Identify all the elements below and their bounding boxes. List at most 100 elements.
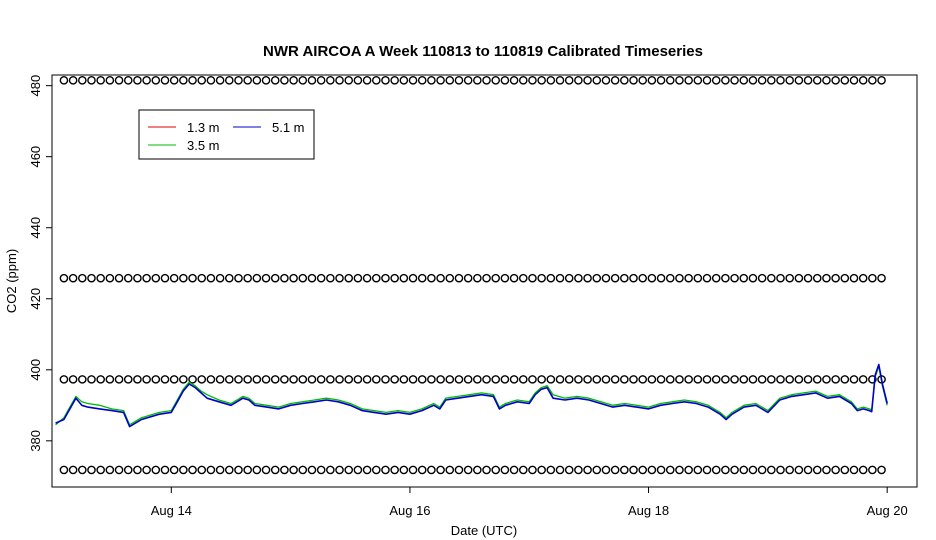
- marker-point: [114, 76, 124, 85]
- marker-point: [133, 273, 142, 283]
- marker-point: [491, 76, 501, 85]
- marker-point: [215, 273, 225, 283]
- marker-point: [840, 465, 850, 475]
- marker-point: [381, 375, 390, 384]
- marker-point: [362, 465, 372, 475]
- legend-label-1-3m: 1.3 m: [187, 120, 220, 135]
- marker-point: [785, 465, 794, 475]
- marker-point: [326, 76, 335, 85]
- marker-point: [224, 76, 234, 85]
- marker-point: [371, 465, 381, 475]
- marker-point: [601, 375, 611, 384]
- marker-point: [105, 273, 115, 283]
- marker-point: [234, 76, 243, 85]
- marker-point: [638, 76, 648, 85]
- marker-point: [739, 375, 749, 384]
- marker-point: [280, 76, 289, 85]
- marker-point: [794, 76, 804, 85]
- marker-point: [656, 273, 666, 283]
- marker-point: [463, 465, 473, 475]
- marker-point: [96, 465, 105, 475]
- marker-point: [335, 375, 344, 384]
- marker-point: [656, 465, 666, 475]
- marker-point: [564, 375, 574, 384]
- marker-point: [785, 76, 794, 85]
- marker-point: [261, 273, 271, 283]
- marker-point: [803, 76, 813, 85]
- marker-point: [188, 375, 197, 384]
- marker-point: [252, 273, 262, 283]
- marker-point: [858, 76, 868, 85]
- marker-point: [270, 273, 280, 283]
- marker-point: [711, 465, 721, 475]
- marker-point: [822, 273, 831, 283]
- marker-point: [482, 273, 491, 283]
- marker-point: [353, 273, 363, 283]
- marker-point: [629, 76, 638, 85]
- marker-point: [620, 465, 629, 475]
- marker-point: [270, 76, 280, 85]
- marker-point: [335, 273, 344, 283]
- marker-point: [849, 465, 859, 475]
- marker-point: [96, 76, 105, 85]
- marker-point: [427, 375, 436, 384]
- marker-point: [454, 375, 464, 384]
- marker-point: [417, 76, 427, 85]
- marker-point: [381, 273, 390, 283]
- marker-point: [739, 465, 749, 475]
- marker-point: [280, 465, 289, 475]
- marker-point: [473, 76, 482, 85]
- marker-point: [78, 465, 87, 475]
- marker-point: [583, 375, 592, 384]
- marker-point: [555, 273, 565, 283]
- marker-point: [785, 375, 794, 384]
- marker-point: [326, 375, 335, 384]
- marker-point: [133, 465, 142, 475]
- y-tick-label: 420: [28, 288, 43, 310]
- marker-point: [390, 76, 399, 85]
- marker-point: [243, 76, 252, 85]
- marker-point: [858, 273, 868, 283]
- marker-point: [711, 375, 721, 384]
- marker-point: [518, 375, 528, 384]
- marker-point: [638, 273, 648, 283]
- marker-point: [767, 273, 776, 283]
- marker-point: [371, 375, 381, 384]
- x-axis: Aug 14 Aug 16 Aug 18 Aug 20: [151, 487, 908, 518]
- marker-point: [316, 76, 326, 85]
- marker-point: [234, 375, 243, 384]
- marker-point: [408, 76, 418, 85]
- marker-point: [629, 273, 638, 283]
- marker-point: [151, 76, 161, 85]
- legend-label-3-5m: 3.5 m: [187, 138, 220, 153]
- marker-point: [509, 76, 519, 85]
- marker-point: [574, 273, 583, 283]
- marker-point: [179, 273, 188, 283]
- marker-point: [252, 76, 262, 85]
- marker-point: [68, 76, 78, 85]
- marker-point: [638, 375, 648, 384]
- marker-point: [638, 465, 648, 475]
- marker-point: [537, 76, 546, 85]
- marker-point: [206, 465, 216, 475]
- y-axis-label: CO2 (ppm): [4, 249, 19, 313]
- marker-point: [160, 465, 170, 475]
- marker-point: [564, 465, 574, 475]
- marker-point: [344, 375, 354, 384]
- marker-point: [197, 76, 207, 85]
- marker-point: [270, 375, 280, 384]
- marker-point: [620, 76, 629, 85]
- marker-point: [656, 375, 666, 384]
- marker-point: [399, 375, 409, 384]
- marker-point: [179, 76, 188, 85]
- marker-point: [757, 465, 767, 475]
- marker-row-397: [59, 375, 886, 384]
- marker-point: [583, 465, 592, 475]
- marker-point: [445, 465, 455, 475]
- marker-point: [142, 273, 151, 283]
- marker-point: [518, 465, 528, 475]
- marker-point: [803, 375, 813, 384]
- marker-point: [68, 375, 78, 384]
- marker-point: [767, 76, 776, 85]
- series-line-3-5-m: [55, 365, 888, 426]
